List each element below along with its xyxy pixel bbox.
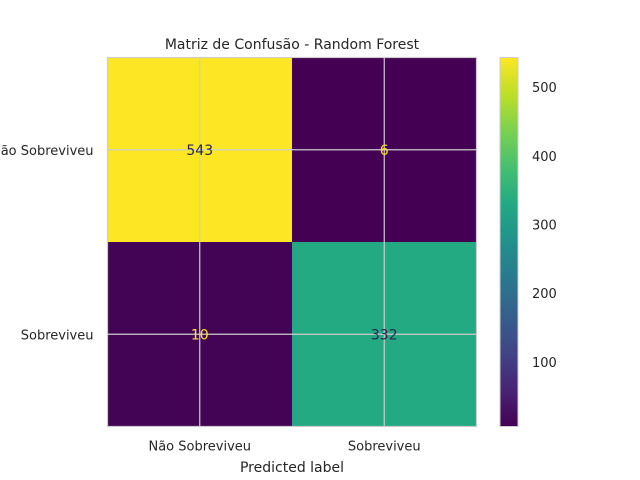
colorbar-tick-label: 200 xyxy=(532,287,557,302)
colorbar-tick-label: 500 xyxy=(532,81,557,96)
colorbar-tick-label: 100 xyxy=(532,356,557,371)
y-tick-labels: Não Sobreviveu Sobreviveu xyxy=(0,144,94,344)
x-axis-label: Predicted label xyxy=(240,460,344,476)
colorbar-tick-labels: 100 200 300 400 500 xyxy=(532,81,557,371)
cell-value-label: 543 xyxy=(186,143,213,159)
x-tick-label: Sobreviveu xyxy=(348,440,421,455)
colorbar xyxy=(499,57,519,427)
heatmap-cells xyxy=(107,57,477,427)
colorbar-tick-label: 400 xyxy=(532,150,557,165)
y-tick-label: Sobreviveu xyxy=(21,328,94,343)
cell-value-label: 10 xyxy=(191,327,209,343)
cell-value-label: 332 xyxy=(371,327,398,343)
plot-frame xyxy=(106,56,478,428)
cell-value-label: 6 xyxy=(380,143,389,159)
grid-lines xyxy=(107,57,477,427)
chart-title: Matriz de Confusão - Random Forest xyxy=(165,37,420,53)
colorbar-tick-label: 300 xyxy=(532,218,557,233)
cell-value-labels: 543 6 10 332 xyxy=(186,143,397,344)
x-tick-labels: Não Sobreviveu Sobreviveu xyxy=(148,440,420,455)
x-tick-label: Não Sobreviveu xyxy=(148,440,251,455)
y-tick-label: Não Sobreviveu xyxy=(0,144,94,159)
